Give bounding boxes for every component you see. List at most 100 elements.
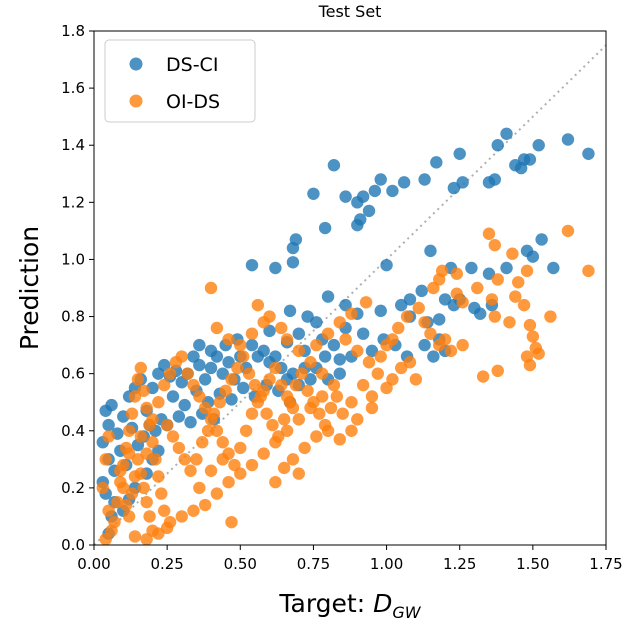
data-point-oi-ds [99, 533, 112, 546]
data-point-oi-ds [222, 333, 235, 346]
data-point-ds-ci [286, 256, 300, 269]
data-point-ds-ci [500, 127, 513, 140]
data-point-oi-ds [149, 453, 162, 466]
data-point-oi-ds [175, 350, 188, 363]
data-point-oi-ds [277, 461, 291, 475]
data-point-oi-ds [345, 307, 358, 320]
data-point-oi-ds [269, 361, 282, 375]
data-point-oi-ds [403, 356, 417, 369]
legend-box [104, 39, 256, 123]
data-point-oi-ds [257, 447, 270, 460]
data-point-oi-ds [175, 510, 188, 523]
data-point-oi-ds [152, 396, 165, 409]
data-point-oi-ds [187, 378, 200, 392]
data-point-oi-ds [99, 453, 112, 466]
data-point-ds-ci [245, 258, 259, 272]
y-axis-label: Prediction [15, 226, 44, 350]
data-point-oi-ds [277, 413, 291, 426]
data-point-oi-ds [289, 378, 303, 392]
data-point-oi-ds [140, 495, 153, 509]
data-point-oi-ds [210, 321, 224, 335]
data-point-ds-ci [356, 190, 370, 203]
legend-marker-oi-ds [129, 94, 143, 108]
data-point-oi-ds [204, 281, 218, 295]
data-point-ds-ci [304, 373, 317, 386]
data-point-oi-ds [172, 441, 186, 455]
data-point-ds-ci [561, 133, 575, 146]
data-point-ds-ci [362, 204, 376, 218]
data-point-oi-ds [275, 378, 288, 392]
data-point-oi-ds [210, 424, 224, 437]
data-point-oi-ds [365, 401, 379, 415]
data-point-ds-ci [403, 293, 417, 306]
data-point-oi-ds [137, 384, 150, 397]
x-tick-label: 0.75 [297, 555, 330, 573]
x-tick-label: 1.25 [443, 555, 476, 573]
data-point-oi-ds [450, 267, 463, 280]
data-point-oi-ds [102, 430, 115, 443]
legend: DS-CI OI-DS [104, 39, 256, 123]
data-point-oi-ds [152, 470, 165, 483]
data-point-ds-ci [488, 173, 502, 186]
data-point-oi-ds [298, 441, 311, 455]
data-point-ds-ci [269, 350, 282, 363]
data-point-ds-ci [318, 350, 332, 363]
data-point-ds-ci [166, 390, 180, 403]
data-point-oi-ds [316, 367, 329, 380]
data-point-oi-ds [532, 347, 545, 360]
data-point-ds-ci [433, 313, 446, 326]
data-point-oi-ds [582, 264, 595, 278]
data-point-oi-ds [269, 475, 282, 489]
data-point-oi-ds [321, 327, 335, 340]
data-point-oi-ds [345, 424, 358, 437]
data-point-oi-ds [351, 344, 364, 358]
data-point-ds-ci [292, 327, 305, 340]
data-point-ds-ci [216, 367, 229, 380]
data-point-oi-ds [96, 481, 109, 495]
data-point-oi-ds [263, 310, 276, 323]
data-point-oi-ds [146, 524, 159, 537]
data-point-ds-ci [532, 139, 545, 152]
data-point-oi-ds [418, 316, 431, 329]
data-point-ds-ci [535, 233, 548, 246]
data-point-oi-ds [307, 396, 320, 409]
data-point-ds-ci [307, 187, 320, 200]
data-point-ds-ci [333, 367, 346, 380]
data-point-ds-ci [547, 261, 560, 275]
data-point-oi-ds [231, 361, 244, 375]
data-point-ds-ci [582, 147, 595, 160]
data-point-oi-ds [313, 407, 326, 420]
data-point-oi-ds [193, 481, 206, 495]
data-point-oi-ds [207, 407, 221, 420]
data-point-oi-ds [131, 453, 145, 466]
data-point-ds-ci [339, 190, 352, 203]
data-point-ds-ci [204, 361, 218, 375]
data-point-oi-ds [251, 298, 265, 312]
data-point-oi-ds [248, 378, 262, 392]
data-point-oi-ds [561, 224, 575, 238]
data-point-ds-ci [301, 310, 314, 323]
data-point-oi-ds [163, 367, 177, 380]
data-point-oi-ds [228, 458, 241, 472]
data-point-oi-ds [263, 373, 276, 386]
data-point-oi-ds [128, 530, 142, 543]
data-point-ds-ci [193, 338, 206, 352]
data-point-oi-ds [427, 281, 440, 295]
data-point-ds-ci [418, 173, 431, 186]
data-point-oi-ds [523, 358, 537, 372]
data-point-ds-ci [395, 298, 408, 312]
data-point-oi-ds [345, 396, 358, 409]
data-point-oi-ds [333, 316, 346, 329]
data-point-ds-ci [430, 156, 443, 169]
data-point-ds-ci [333, 353, 346, 366]
y-tick-label: 0.2 [61, 479, 85, 497]
data-point-oi-ds [295, 367, 308, 380]
data-point-oi-ds [292, 413, 305, 426]
data-point-ds-ci [245, 338, 259, 352]
data-point-oi-ds [140, 447, 153, 460]
data-point-oi-ds [245, 407, 259, 420]
data-point-oi-ds [216, 436, 229, 449]
data-point-oi-ds [128, 470, 142, 483]
x-tick-label: 0.00 [77, 555, 110, 573]
data-point-ds-ci [184, 416, 197, 429]
